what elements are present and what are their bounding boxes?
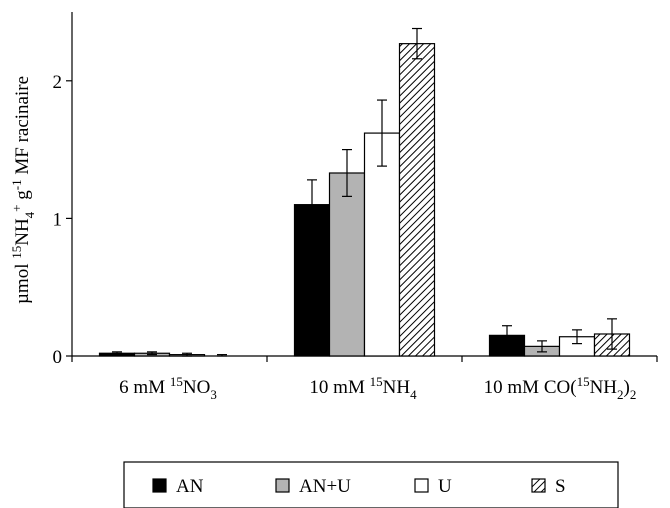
legend-swatch-u xyxy=(414,478,429,493)
legend: AN AN+U U S xyxy=(123,461,619,508)
y-ticks: 0 1 2 xyxy=(53,72,72,368)
legend-label-s: S xyxy=(555,476,566,497)
error-bars xyxy=(112,27,617,357)
legend-swatch-anplusu xyxy=(275,478,290,493)
legend-swatch-s xyxy=(531,478,546,493)
category-labels: 6 mM 15NO3 10 mM 15NH4 10 mM CO(15NH2)2 xyxy=(119,374,636,402)
y-tick-label: 0 xyxy=(53,347,63,368)
x-ticks xyxy=(71,356,658,362)
y-axis-label: µmol 15NH4+ g-1 MF racinaire xyxy=(9,76,37,304)
legend-label-an: AN xyxy=(176,476,204,497)
category-label-nitrate: 6 mM 15NO3 xyxy=(119,374,217,402)
bars xyxy=(98,43,631,357)
legend-label-u: U xyxy=(438,476,452,497)
y-tick-label: 2 xyxy=(53,72,63,93)
legend-swatch-an xyxy=(152,478,167,493)
bar-anplusu xyxy=(328,172,366,357)
category-label-urea: 10 mM CO(15NH2)2 xyxy=(484,374,637,402)
y-tick-label: 1 xyxy=(53,209,63,230)
legend-label-anplusu: AN+U xyxy=(299,476,351,497)
category-label-ammonium: 10 mM 15NH4 xyxy=(309,374,417,402)
bar-s xyxy=(398,43,436,357)
